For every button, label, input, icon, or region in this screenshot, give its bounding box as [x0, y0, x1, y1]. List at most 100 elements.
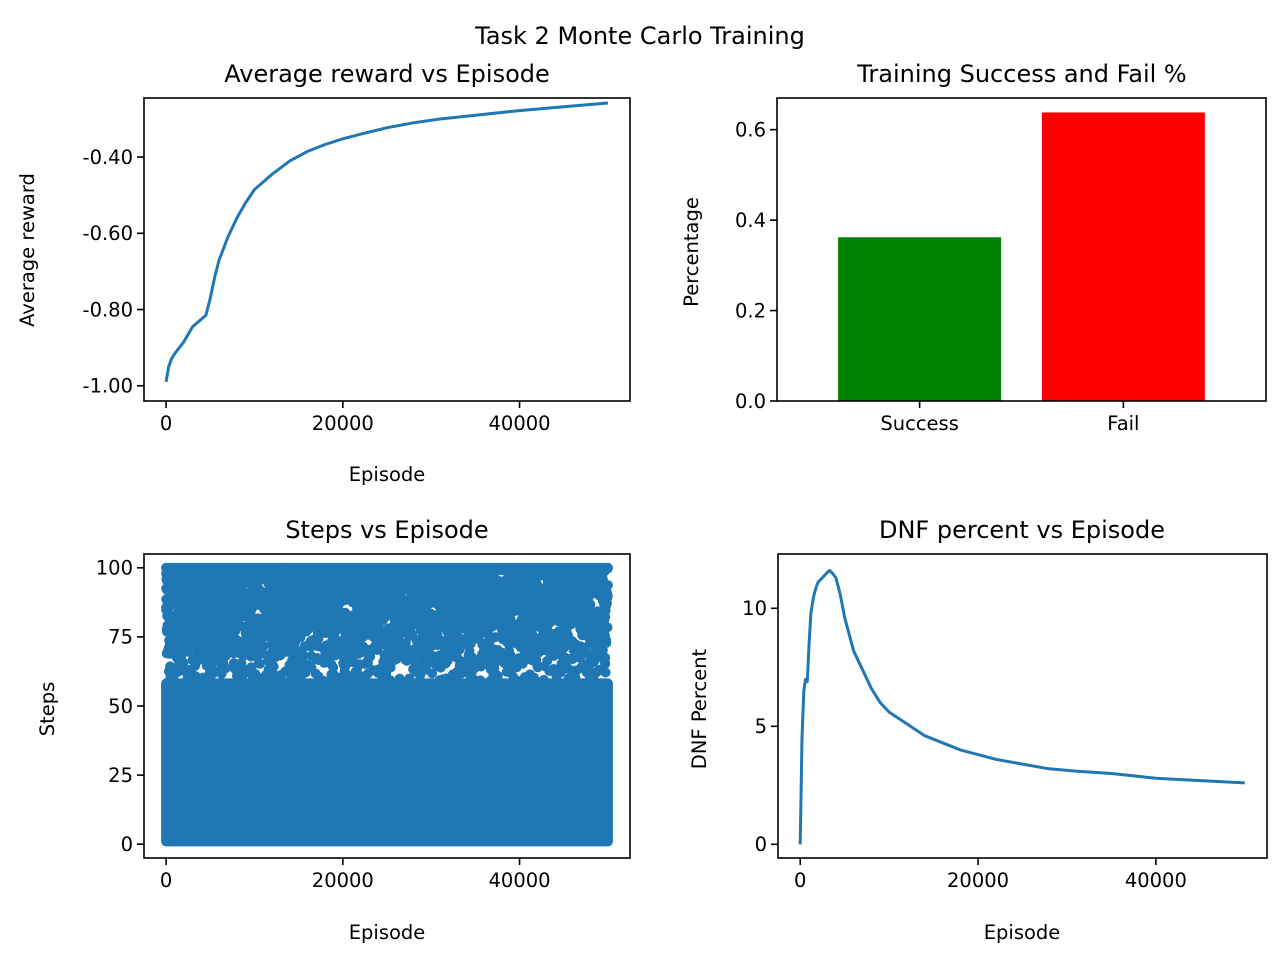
steps-point: [269, 671, 280, 682]
steps-point: [403, 681, 413, 692]
avg-reward-frame: [143, 97, 631, 402]
steps-point: [220, 663, 231, 674]
steps-point: [536, 616, 547, 627]
avg-reward-marks: [164, 101, 609, 383]
steps-point: [299, 607, 309, 618]
steps-point: [582, 572, 593, 583]
steps-point: [594, 664, 605, 675]
steps-point: [433, 612, 444, 623]
steps-point: [188, 578, 199, 589]
steps-point: [538, 586, 549, 597]
steps-point: [503, 629, 514, 640]
steps-point: [164, 619, 175, 630]
success-fail-title: Training Success and Fail %: [856, 60, 1186, 88]
steps-point: [207, 600, 218, 611]
steps-point: [496, 605, 507, 615]
steps-point: [551, 675, 562, 686]
steps-point: [595, 581, 606, 592]
steps-point: [577, 603, 588, 614]
steps-point: [370, 612, 381, 623]
steps-point: [386, 597, 397, 608]
steps-point: [485, 646, 496, 657]
steps-point: [508, 672, 519, 683]
avg-reward-ytick-label: -1.00: [83, 375, 133, 398]
category-label-fail: Fail: [1107, 412, 1139, 435]
steps-ytick-label: 100: [96, 557, 133, 580]
steps-point: [382, 624, 393, 635]
steps-point: [175, 619, 186, 630]
steps-point: [353, 602, 363, 613]
steps-point: [597, 633, 608, 644]
dnf-title: DNF percent vs Episode: [879, 516, 1165, 544]
dnf-xlabel: Episode: [984, 921, 1061, 944]
steps-point: [240, 608, 250, 619]
steps-point: [434, 598, 445, 609]
steps-point: [236, 638, 247, 649]
steps-point: [391, 584, 402, 595]
success-fail-marks: [838, 112, 1205, 401]
steps-point-cap: [602, 562, 613, 573]
steps-point: [307, 596, 317, 607]
steps-point: [372, 576, 383, 587]
steps-point: [209, 656, 220, 667]
steps-point: [249, 632, 260, 643]
steps-point: [550, 599, 561, 610]
steps-point: [192, 629, 202, 640]
steps-point: [199, 606, 209, 617]
dnf-ylabel: DNF Percent: [688, 648, 711, 769]
steps-point: [543, 646, 554, 657]
steps-point: [432, 661, 443, 672]
steps-point: [294, 600, 305, 611]
steps-point: [165, 600, 176, 611]
steps-point: [303, 640, 314, 651]
steps-point: [600, 597, 611, 608]
dnf-ytick-label: 0: [755, 833, 767, 856]
steps-point: [235, 620, 246, 631]
steps-point: [558, 653, 569, 664]
steps-point: [330, 650, 341, 661]
steps-point: [260, 670, 271, 680]
steps-point: [450, 678, 461, 689]
steps-point: [267, 636, 278, 647]
dnf-ticks: 0 20000 40000 0 5 10: [742, 597, 1187, 892]
steps-point: [565, 605, 576, 616]
avg-reward-ylabel: Average reward: [16, 173, 39, 327]
steps-point: [173, 648, 184, 659]
steps-point: [200, 617, 211, 628]
steps-point: [485, 595, 496, 606]
steps-point: [328, 602, 339, 613]
dnf-xtick-label: 20000: [947, 869, 1009, 892]
steps-point: [223, 604, 234, 615]
success-fail-ytick-label: 0.4: [735, 209, 766, 232]
category-label-success: Success: [880, 412, 959, 435]
steps-point: [261, 650, 272, 661]
steps-point: [471, 598, 482, 609]
steps-point: [170, 574, 181, 585]
steps-point: [257, 642, 268, 653]
steps-point: [464, 597, 475, 608]
steps-point: [519, 623, 530, 634]
steps-point: [532, 660, 543, 671]
steps-ytick-label: 50: [108, 695, 133, 718]
steps-point: [205, 636, 216, 647]
steps-point: [424, 681, 435, 692]
steps-point: [465, 638, 476, 649]
steps-point: [431, 625, 441, 635]
steps-point: [355, 674, 366, 685]
steps-point: [440, 684, 451, 695]
steps-point: [569, 671, 580, 682]
avg-reward-xlabel: Episode: [349, 463, 426, 486]
steps-point: [544, 666, 555, 676]
steps-point: [225, 578, 236, 589]
steps-point: [296, 662, 307, 673]
steps-point: [178, 665, 189, 676]
steps-point: [486, 660, 497, 671]
steps-point: [188, 640, 199, 651]
steps-point: [291, 635, 302, 645]
steps-point: [542, 680, 553, 691]
steps-point: [453, 573, 464, 584]
steps-point: [511, 626, 522, 636]
steps-point: [484, 614, 495, 625]
avg-reward-xtick-label: 40000: [489, 412, 551, 435]
steps-point: [483, 576, 494, 587]
